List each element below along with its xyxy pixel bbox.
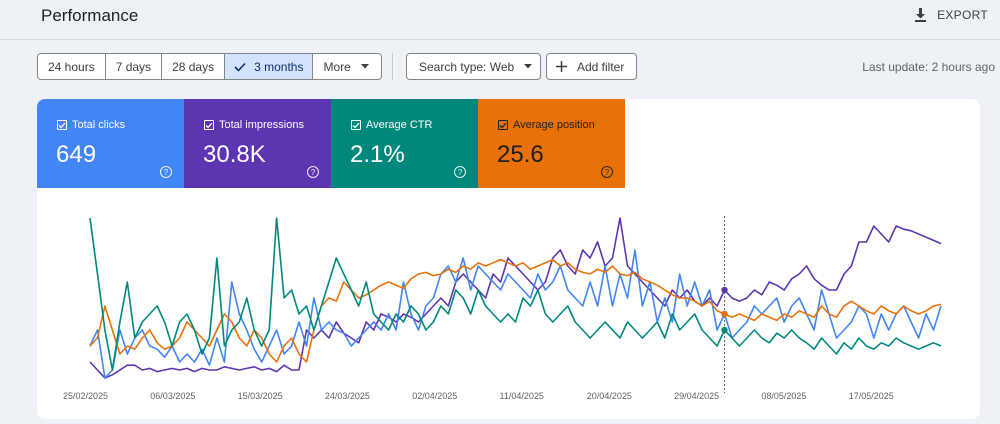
metric-value: 30.8K xyxy=(203,141,266,168)
search-type-label: Search type: Web xyxy=(419,59,515,74)
series-line-average-ctr xyxy=(89,217,942,371)
help-icon[interactable]: ? xyxy=(601,166,613,178)
help-icon[interactable]: ? xyxy=(160,166,172,178)
metric-value: 25.6 xyxy=(497,141,544,168)
page-title: Performance xyxy=(41,6,139,25)
page-header: Performance EXPORT xyxy=(0,0,1000,40)
x-tick-label: 24/03/2025 xyxy=(325,391,370,401)
metric-total-clicks[interactable]: Total clicks 649 ? xyxy=(37,99,184,188)
series-line-average-position xyxy=(89,258,942,363)
date-range-selector: 24 hours 7 days 28 days 3 months More xyxy=(37,53,382,80)
x-tick-label: 06/03/2025 xyxy=(150,391,195,401)
series-line-total-clicks xyxy=(89,249,942,379)
metric-label: Average position xyxy=(513,119,595,131)
performance-card: Total clicks 649 ? Total impressions 30.… xyxy=(37,99,980,419)
plus-icon xyxy=(556,61,567,72)
metric-average-position[interactable]: Average position 25.6 ? xyxy=(478,99,625,188)
x-tick-label: 29/04/2025 xyxy=(674,391,719,401)
caret-down-icon xyxy=(524,64,533,69)
checkbox-icon[interactable] xyxy=(204,120,214,130)
metric-average-ctr[interactable]: Average CTR 2.1% ? xyxy=(331,99,478,188)
x-tick-label: 11/04/2025 xyxy=(500,391,544,401)
metric-label-row: Total impressions xyxy=(204,119,304,131)
metric-value: 649 xyxy=(56,141,97,168)
caret-down-icon xyxy=(360,64,369,69)
hover-point-total-impressions xyxy=(721,286,728,294)
search-type-dropdown[interactable]: Search type: Web xyxy=(406,53,542,80)
range-more-button[interactable]: More xyxy=(313,54,380,79)
export-button[interactable]: EXPORT xyxy=(914,4,988,26)
x-tick-label: 20/04/2025 xyxy=(587,391,632,401)
range-3-months-button[interactable]: 3 months xyxy=(225,54,314,79)
range-24-hours-button[interactable]: 24 hours xyxy=(38,54,106,79)
x-tick-label: 02/04/2025 xyxy=(412,391,457,401)
export-label: EXPORT xyxy=(937,8,988,22)
x-tick-label: 15/03/2025 xyxy=(238,391,283,401)
range-28-days-button[interactable]: 28 days xyxy=(162,54,226,79)
metric-label-row: Total clicks xyxy=(57,119,125,131)
checkbox-icon[interactable] xyxy=(351,120,361,130)
help-icon[interactable]: ? xyxy=(454,166,466,178)
add-filter-button[interactable]: Add filter xyxy=(546,53,638,80)
range-label: More xyxy=(323,59,351,74)
range-label: 24 hours xyxy=(48,59,95,74)
performance-chart[interactable]: 25/02/2025 06/03/2025 15/03/2025 24/03/2025… xyxy=(37,188,980,419)
add-filter-label: Add filter xyxy=(577,59,625,74)
filter-toolbar: 24 hours 7 days 28 days 3 months More Se… xyxy=(0,53,1000,81)
hover-point-average-ctr xyxy=(721,326,728,334)
x-tick-label: 25/02/2025 xyxy=(63,391,108,401)
series-line-total-impressions xyxy=(89,217,942,379)
toolbar-divider xyxy=(392,53,393,80)
metric-label: Total clicks xyxy=(72,119,126,131)
metric-total-impressions[interactable]: Total impressions 30.8K ? xyxy=(184,99,331,188)
check-icon xyxy=(234,62,246,72)
x-tick-label: 08/05/2025 xyxy=(761,391,806,401)
x-tick-label: 17/05/2025 xyxy=(849,391,894,401)
range-label: 7 days xyxy=(115,59,152,74)
metric-label-row: Average position xyxy=(498,119,595,131)
range-label: 28 days xyxy=(172,59,215,74)
range-7-days-button[interactable]: 7 days xyxy=(106,54,163,79)
checkbox-icon[interactable] xyxy=(498,120,508,130)
checkbox-icon[interactable] xyxy=(57,120,67,130)
metric-label: Average CTR xyxy=(366,119,433,131)
metric-value: 2.1% xyxy=(350,141,405,168)
metric-label-row: Average CTR xyxy=(351,119,432,131)
metric-label: Total impressions xyxy=(219,119,304,131)
download-icon xyxy=(914,8,927,22)
last-update-text: Last update: 2 hours ago xyxy=(862,60,995,74)
range-label: 3 months xyxy=(254,59,304,74)
hover-point-average-position xyxy=(721,310,728,318)
help-icon[interactable]: ? xyxy=(307,166,319,178)
